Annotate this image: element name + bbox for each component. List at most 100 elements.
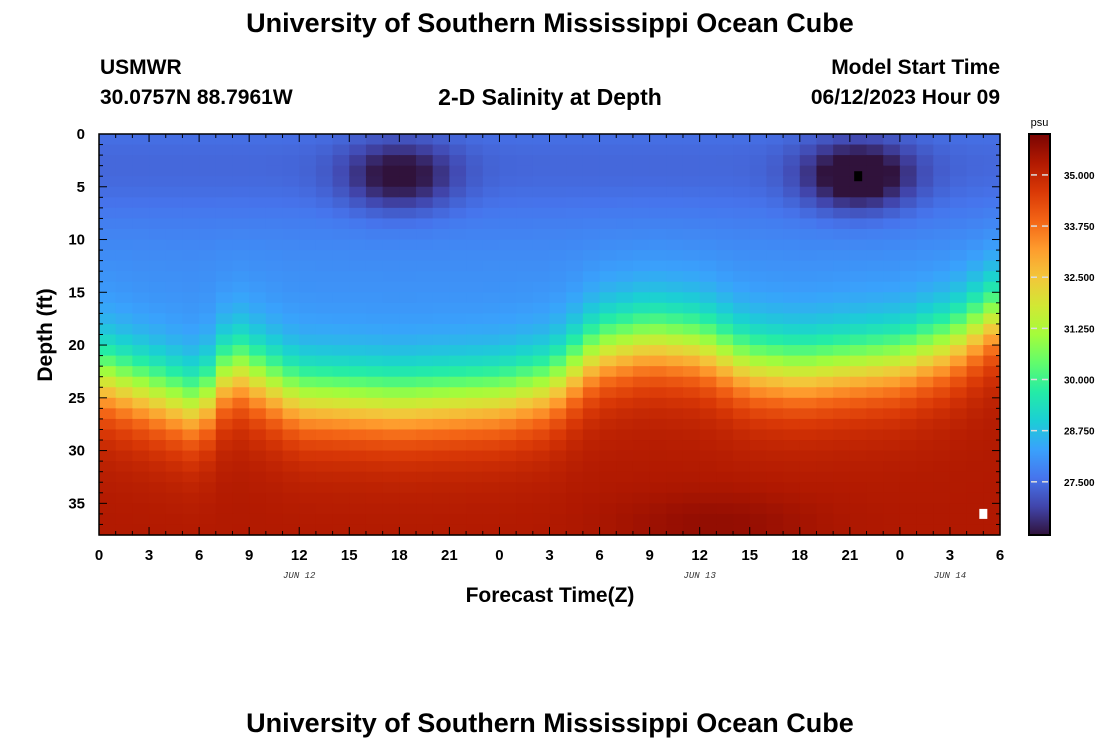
heatmap-cell <box>716 260 734 272</box>
heatmap-cell <box>682 281 701 293</box>
heatmap-cell <box>432 155 450 167</box>
heatmap-cell <box>849 281 868 293</box>
heatmap-cell <box>449 429 467 441</box>
heatmap-cell <box>349 345 367 357</box>
heatmap-cell <box>249 323 267 336</box>
heatmap-cell <box>632 418 651 431</box>
heatmap-cell <box>733 260 751 272</box>
heatmap-cell <box>182 366 200 378</box>
heatmap-cell <box>199 271 217 283</box>
heatmap-cell <box>649 292 667 304</box>
heatmap-cell <box>983 228 1001 241</box>
heatmap-cell <box>332 250 350 262</box>
heatmap-cell <box>232 524 250 536</box>
heatmap-cell <box>933 418 951 431</box>
heatmap-cell <box>549 418 567 431</box>
colorbar-unit: psu <box>1031 117 1049 129</box>
heatmap-cell <box>115 440 133 452</box>
heatmap-cell <box>432 440 450 452</box>
heatmap-cell <box>449 334 467 346</box>
heatmap-cell <box>733 144 751 156</box>
heatmap-cell <box>482 292 501 304</box>
heatmap-cell <box>449 313 467 325</box>
heatmap-cell <box>949 440 968 452</box>
heatmap-cell <box>349 228 367 241</box>
heatmap-cell <box>499 292 517 304</box>
heatmap-cell <box>899 176 918 188</box>
heatmap-cell <box>816 355 834 367</box>
heatmap-cell <box>516 302 534 314</box>
heatmap-cell <box>416 197 434 209</box>
heatmap-cell <box>299 134 317 146</box>
heatmap-cell <box>949 355 968 367</box>
heatmap-cell <box>599 218 617 230</box>
heatmap-cell <box>799 302 818 314</box>
heatmap-cell <box>933 250 951 262</box>
heatmap-cell <box>449 144 467 156</box>
heatmap-cell <box>749 302 768 314</box>
heatmap-cell <box>933 165 951 177</box>
heatmap-cell <box>349 302 367 314</box>
heatmap-cell <box>916 144 934 156</box>
heatmap-cell <box>232 418 250 431</box>
heatmap-cell <box>632 260 651 272</box>
heatmap-cell <box>649 397 667 409</box>
heatmap-cell <box>566 228 584 241</box>
heatmap-cell <box>682 355 701 367</box>
heatmap-cell <box>332 345 350 357</box>
heatmap-cell <box>215 450 234 462</box>
heatmap-cell <box>432 471 450 483</box>
heatmap-cell <box>582 271 601 283</box>
heatmap-cell <box>599 165 617 177</box>
heatmap-cell <box>616 144 634 156</box>
heatmap-cell <box>132 408 150 420</box>
heatmap-cell <box>983 492 1001 504</box>
heatmap-cell <box>699 366 717 378</box>
heatmap-cell <box>182 271 200 283</box>
heatmap-cell <box>966 134 984 146</box>
heatmap-cell <box>549 176 567 188</box>
heatmap-cell <box>199 207 217 220</box>
heatmap-cell <box>549 302 567 314</box>
heatmap-cell <box>516 471 534 483</box>
heatmap-cell <box>516 418 534 431</box>
heatmap-cell <box>532 260 551 272</box>
heatmap-cell <box>182 334 200 346</box>
heatmap-cell <box>482 450 501 462</box>
heatmap-cell <box>299 155 317 167</box>
heatmap-cell <box>949 408 968 420</box>
heatmap-cell <box>966 218 984 230</box>
heatmap-cell <box>365 292 384 304</box>
heatmap-cell <box>783 260 801 272</box>
heatmap-cell <box>949 503 968 515</box>
heatmap-cell <box>432 218 450 230</box>
y-tick-label: 15 <box>68 284 85 301</box>
heatmap-cell <box>966 292 984 304</box>
heatmap-cell <box>232 271 250 283</box>
heatmap-cell <box>115 134 133 146</box>
heatmap-cell <box>599 461 617 473</box>
heatmap-cell <box>983 250 1001 262</box>
heatmap-cell <box>499 334 517 346</box>
heatmap-cell <box>649 471 667 483</box>
heatmap-cell <box>149 418 167 431</box>
heatmap-cell <box>933 450 951 462</box>
heatmap-cell <box>232 228 250 241</box>
heatmap-cell <box>682 429 701 441</box>
heatmap-cell <box>649 228 667 241</box>
heatmap-cell <box>399 228 417 241</box>
heatmap-cell <box>199 176 217 188</box>
heatmap-cell <box>582 355 601 367</box>
heatmap-cell <box>332 271 350 283</box>
heatmap-cell <box>899 271 918 283</box>
heatmap-cell <box>833 503 851 515</box>
heatmap-cell <box>883 302 901 314</box>
heatmap-cell <box>265 524 284 536</box>
heatmap-cell <box>115 503 133 515</box>
heatmap-cell <box>265 513 284 526</box>
heatmap-cell <box>566 207 584 220</box>
heatmap-cell <box>365 260 384 272</box>
heatmap-cell <box>582 260 601 272</box>
heatmap-cell <box>833 302 851 314</box>
heatmap-cell <box>215 197 234 209</box>
